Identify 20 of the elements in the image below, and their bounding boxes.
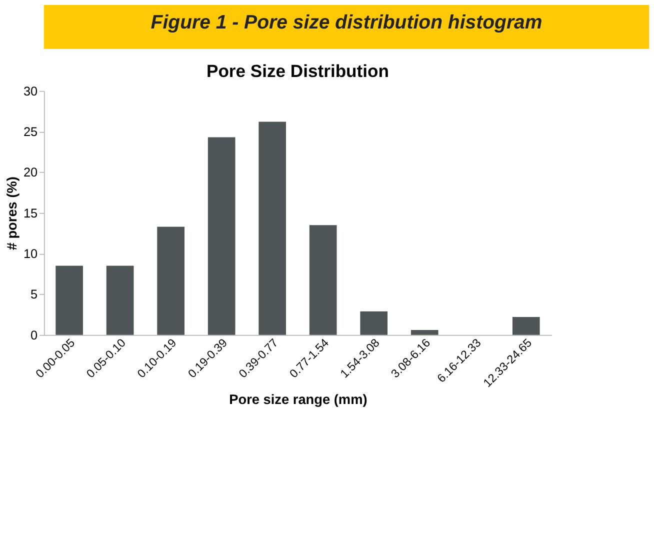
y-tick-label: 0	[30, 328, 38, 342]
y-tick-label: 5	[30, 288, 38, 302]
bar	[360, 311, 388, 335]
chart-title: Pore Size Distribution	[206, 61, 389, 82]
y-tick-label: 15	[23, 206, 38, 220]
bar	[410, 330, 438, 335]
y-tick-label: 25	[23, 124, 38, 139]
y-tick-label: 10	[23, 246, 38, 261]
y-tick-label: 20	[23, 166, 38, 180]
bar	[309, 225, 337, 335]
bar	[512, 317, 540, 335]
bar	[208, 137, 236, 335]
caption: Figure 1 - Pore size distribution histogram	[150, 11, 542, 34]
bar	[106, 266, 134, 335]
bar	[157, 226, 184, 335]
y-axis-title: # pores (%)	[4, 176, 20, 250]
y-tick-label: 30	[23, 84, 38, 98]
bar	[56, 266, 83, 335]
bar	[258, 122, 286, 335]
x-axis-title: Pore size range (mm)	[229, 392, 368, 407]
